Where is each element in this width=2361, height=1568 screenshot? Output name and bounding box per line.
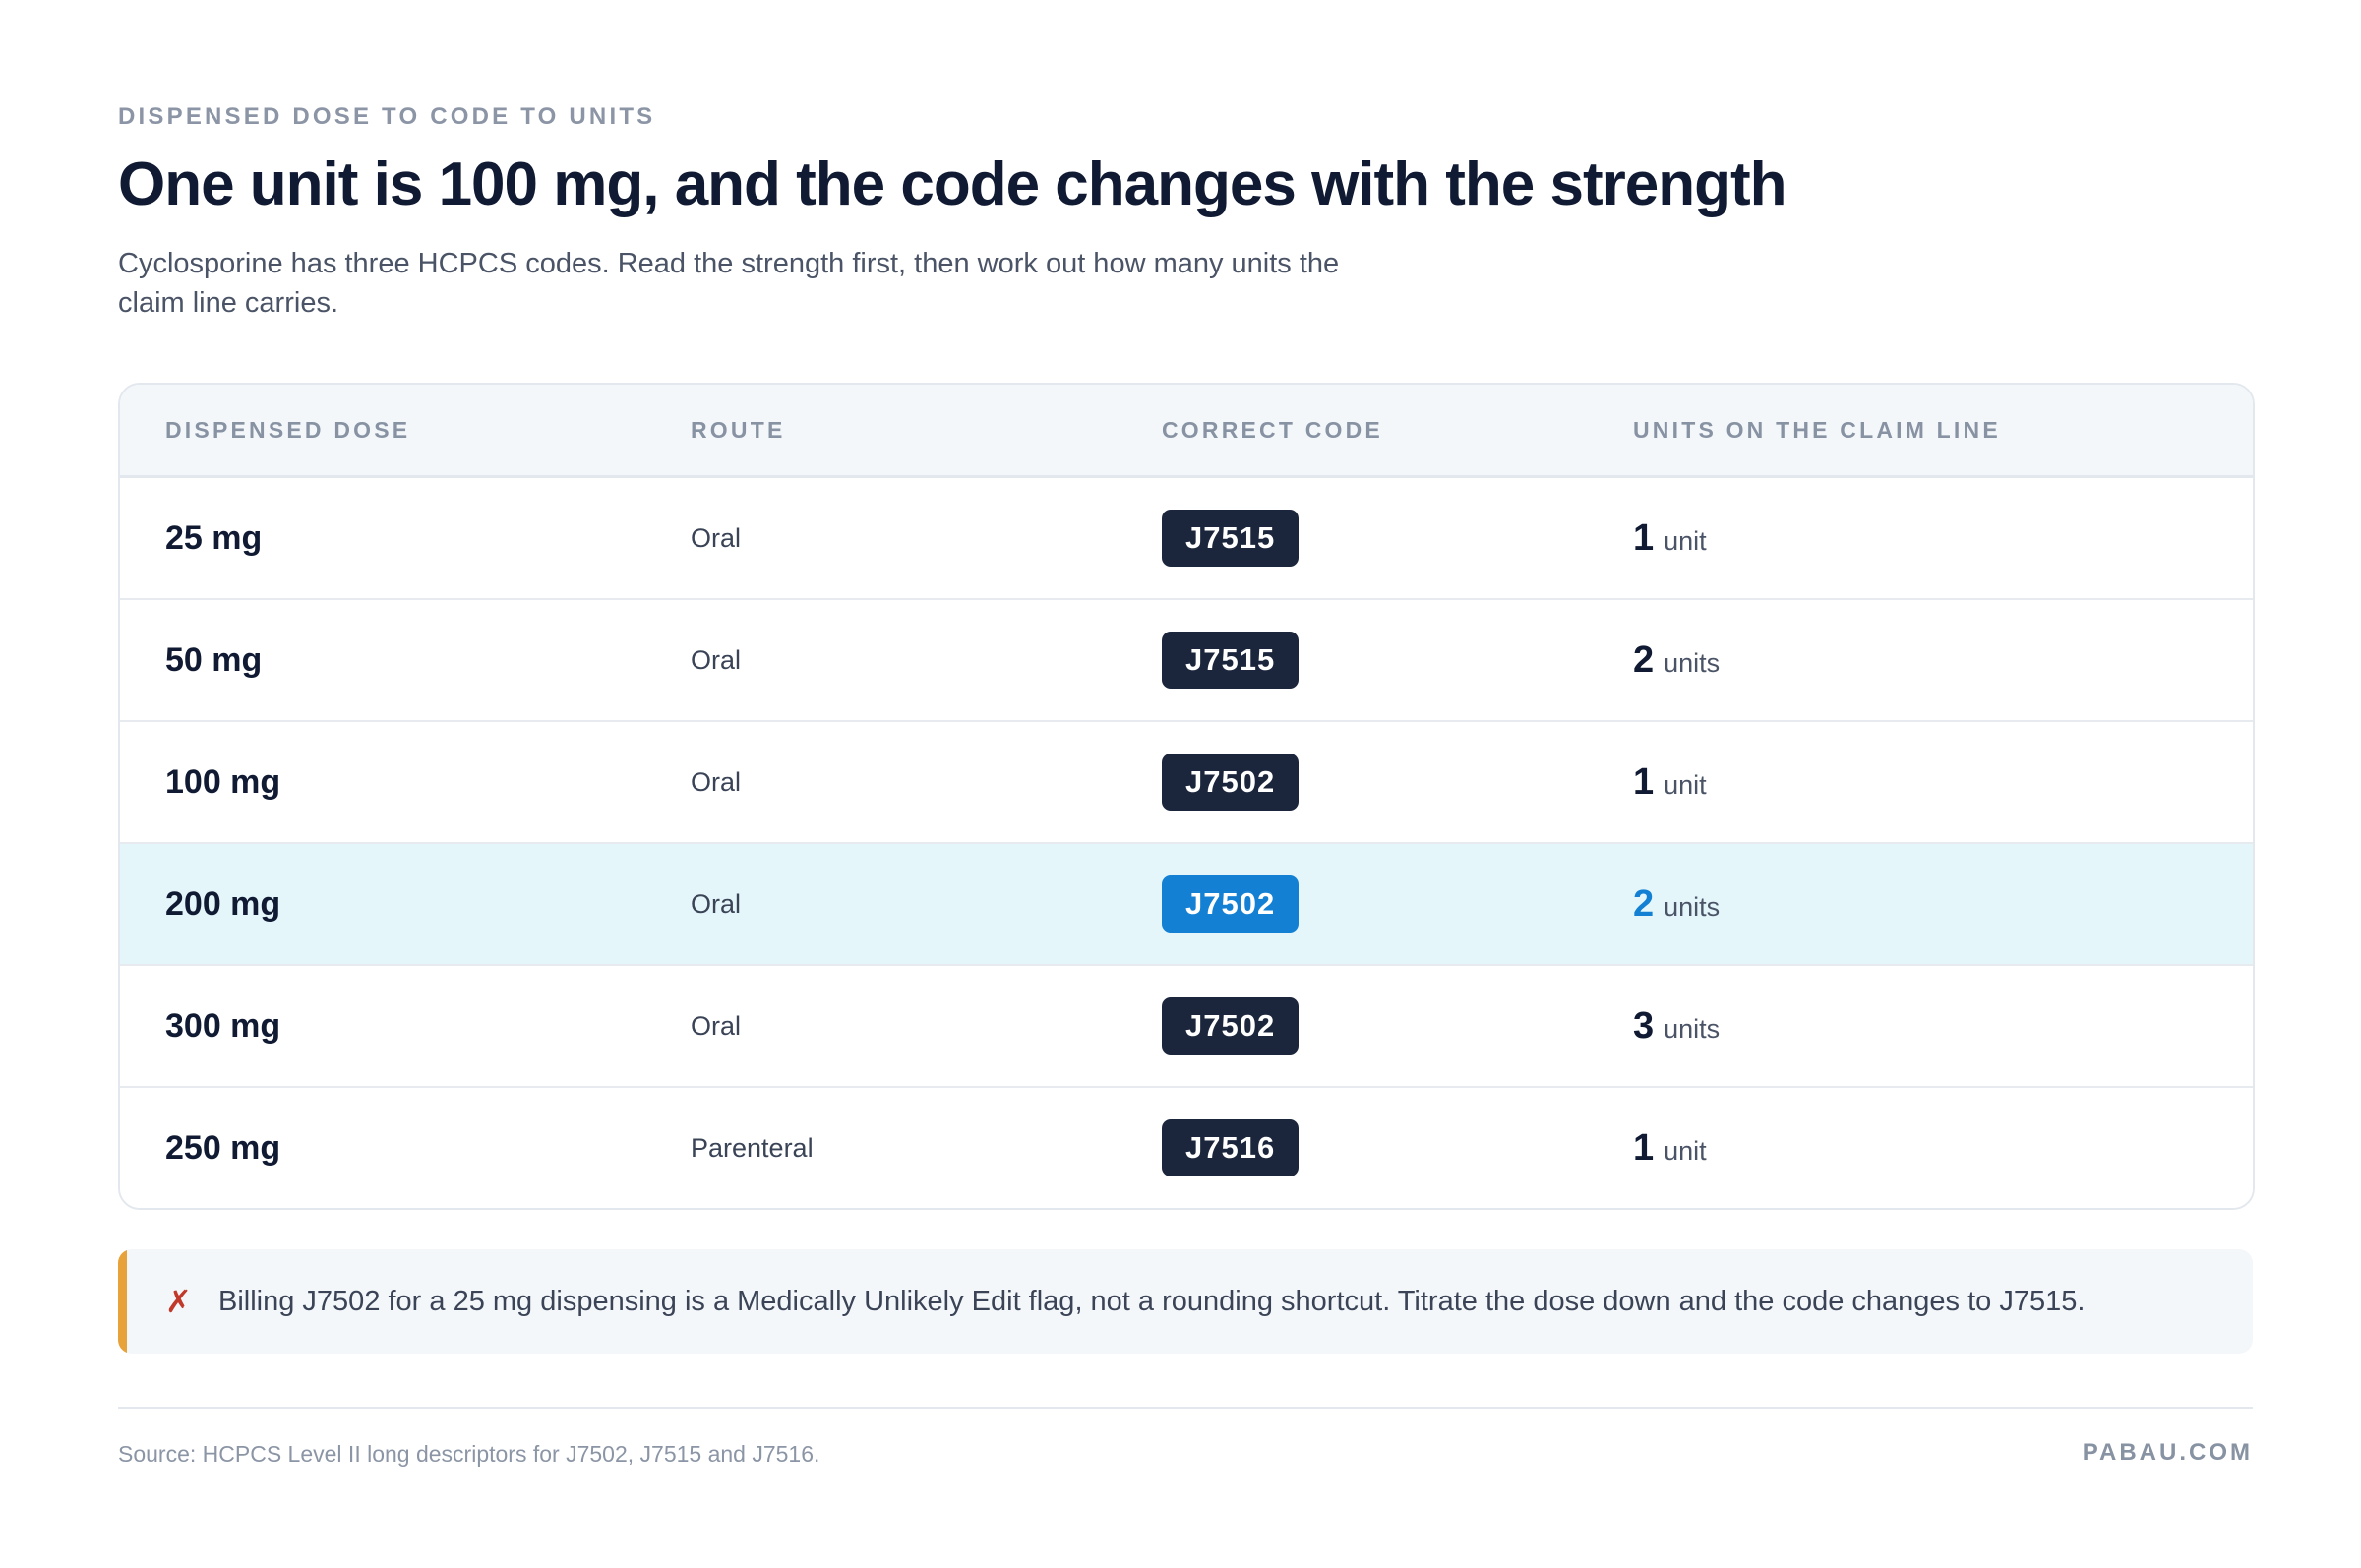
table-row: 300 mg Oral J7502 3 units bbox=[120, 964, 2253, 1086]
units-word: unit bbox=[1664, 769, 1707, 800]
route-cell: Oral bbox=[691, 644, 742, 675]
units-word: unit bbox=[1664, 1135, 1707, 1166]
code-badge: J7515 bbox=[1162, 510, 1300, 567]
units-word: unit bbox=[1664, 525, 1707, 556]
units-count: 2 bbox=[1633, 882, 1655, 925]
table-body: 25 mg Oral J7515 1 unit 50 mg Oral J7515 2 units 1… bbox=[120, 478, 2253, 1208]
code-badge: J7516 bbox=[1162, 1119, 1300, 1176]
dose-code-table: DISPENSED DOSE ROUTE CORRECT CODE UNITS … bbox=[118, 383, 2255, 1210]
units-count: 2 bbox=[1633, 638, 1655, 681]
units-cell: 2 units bbox=[1633, 883, 2253, 926]
table-row: 100 mg Oral J7502 1 unit bbox=[120, 720, 2253, 842]
code-cell: J7502 bbox=[1162, 997, 1633, 1055]
units-word: units bbox=[1664, 647, 1721, 678]
units-cell: 1 unit bbox=[1633, 761, 2253, 804]
code-cell: J7516 bbox=[1162, 1119, 1633, 1176]
brand-label: PABAU.COM bbox=[2082, 1439, 2253, 1466]
table-row: 50 mg Oral J7515 2 units bbox=[120, 598, 2253, 720]
dose-cell: 200 mg bbox=[165, 884, 281, 923]
dose-cell: 300 mg bbox=[165, 1006, 281, 1045]
page-subtitle: Cyclosporine has three HCPCS codes. Read… bbox=[118, 248, 1340, 319]
column-header-correct-code: CORRECT CODE bbox=[1162, 416, 1383, 443]
route-cell: Oral bbox=[691, 888, 742, 919]
units-count: 1 bbox=[1633, 516, 1655, 559]
code-cell: J7502 bbox=[1162, 875, 1633, 933]
route-cell: Parenteral bbox=[691, 1132, 814, 1163]
units-cell: 2 units bbox=[1633, 639, 2253, 682]
table-row: 250 mg Parenteral J7516 1 unit bbox=[120, 1086, 2253, 1208]
column-header-dispensed-dose: DISPENSED DOSE bbox=[165, 416, 411, 443]
route-cell: Oral bbox=[691, 522, 742, 553]
cross-mark-icon: ✗ bbox=[165, 1284, 192, 1319]
dose-cell: 50 mg bbox=[165, 640, 263, 679]
code-badge: J7502 bbox=[1162, 875, 1300, 933]
code-badge: J7515 bbox=[1162, 632, 1300, 689]
warning-callout: ✗ Billing J7502 for a 25 mg dispensing i… bbox=[118, 1249, 2253, 1354]
table-row: 25 mg Oral J7515 1 unit bbox=[120, 478, 2253, 598]
footer-divider bbox=[118, 1407, 2253, 1409]
column-header-route: ROUTE bbox=[691, 416, 786, 443]
units-count: 1 bbox=[1633, 760, 1655, 803]
units-cell: 3 units bbox=[1633, 1005, 2253, 1048]
units-cell: 1 unit bbox=[1633, 517, 2253, 560]
route-cell: Oral bbox=[691, 766, 742, 797]
code-badge: J7502 bbox=[1162, 997, 1300, 1055]
eyebrow-label: DISPENSED DOSE TO CODE TO UNITS bbox=[118, 103, 656, 130]
units-word: units bbox=[1664, 891, 1721, 922]
code-cell: J7515 bbox=[1162, 632, 1633, 689]
units-count: 3 bbox=[1633, 1004, 1655, 1047]
dose-cell: 25 mg bbox=[165, 518, 263, 557]
dose-cell: 100 mg bbox=[165, 762, 281, 801]
source-note: Source: HCPCS Level II long descriptors … bbox=[118, 1441, 820, 1467]
column-header-units: UNITS ON THE CLAIM LINE bbox=[1633, 416, 2001, 443]
table-row: 200 mg Oral J7502 2 units bbox=[120, 842, 2253, 964]
callout-accent-bar bbox=[118, 1249, 127, 1354]
table-header: DISPENSED DOSE ROUTE CORRECT CODE UNITS … bbox=[120, 385, 2253, 478]
page-title: One unit is 100 mg, and the code changes… bbox=[118, 151, 1786, 218]
code-cell: J7515 bbox=[1162, 510, 1633, 567]
units-count: 1 bbox=[1633, 1126, 1655, 1169]
code-badge: J7502 bbox=[1162, 754, 1300, 811]
route-cell: Oral bbox=[691, 1010, 742, 1041]
units-cell: 1 unit bbox=[1633, 1127, 2253, 1170]
callout-text: Billing J7502 for a 25 mg dispensing is … bbox=[218, 1285, 2086, 1317]
dose-cell: 250 mg bbox=[165, 1128, 281, 1167]
code-cell: J7502 bbox=[1162, 754, 1633, 811]
units-word: units bbox=[1664, 1013, 1721, 1044]
